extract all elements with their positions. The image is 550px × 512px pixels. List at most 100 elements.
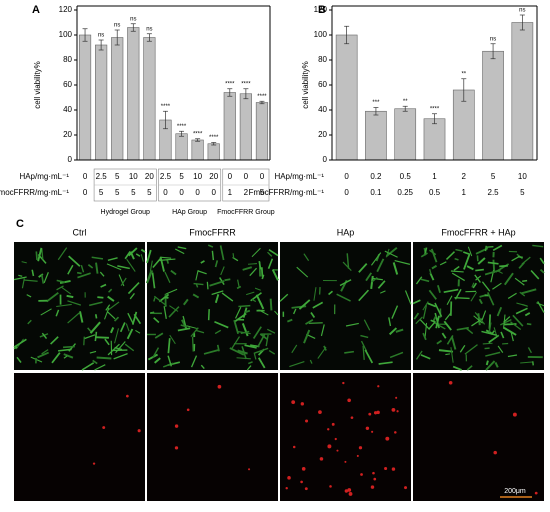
cell [308, 322, 323, 324]
dead-cell [186, 408, 190, 412]
dead-cell [348, 492, 353, 496]
cell [485, 360, 496, 371]
row-value: 0 [244, 172, 249, 181]
significance: ns [490, 36, 496, 42]
significance: ns [130, 16, 136, 22]
significance: **** [193, 131, 203, 137]
cell [536, 302, 545, 307]
cell [140, 254, 144, 262]
y-tick-label: 40 [63, 105, 72, 114]
cell [127, 247, 138, 257]
cell [241, 323, 249, 337]
dead-cell [304, 487, 308, 491]
cell [119, 322, 126, 333]
cell [434, 312, 440, 329]
cell [336, 293, 351, 302]
cell [50, 336, 59, 345]
cell [182, 298, 189, 306]
cell [484, 269, 501, 276]
cell [114, 346, 123, 351]
cell [238, 304, 251, 308]
row-value: 10 [129, 172, 138, 181]
cell [224, 278, 231, 282]
y-tick-label: 60 [318, 80, 327, 89]
cell [346, 253, 350, 269]
cell [180, 324, 187, 328]
cell [392, 262, 399, 275]
cell [287, 318, 293, 323]
cell [422, 301, 429, 311]
cell [510, 331, 514, 342]
cell [56, 303, 72, 308]
cell [56, 279, 66, 284]
dead-cell [248, 468, 251, 471]
dead-cell [291, 400, 296, 405]
cell [376, 258, 385, 273]
cell [503, 314, 506, 329]
bar [223, 92, 236, 161]
dead-cell [356, 454, 359, 457]
cell [328, 290, 334, 296]
cell [214, 260, 219, 268]
cell [152, 257, 162, 268]
row-value: 0 [211, 188, 216, 197]
cell [43, 271, 49, 284]
cell [146, 249, 152, 264]
cell [99, 271, 105, 277]
bar [175, 133, 188, 161]
dead-cell [327, 444, 332, 449]
cell [167, 338, 171, 354]
bar [394, 108, 417, 161]
cell [235, 306, 242, 319]
cell [251, 298, 257, 303]
cell [247, 263, 257, 265]
cell [104, 307, 110, 320]
cell [279, 293, 289, 302]
dead-cell [331, 422, 335, 426]
cell [193, 282, 204, 286]
cell [200, 260, 205, 264]
cell [503, 272, 514, 286]
cell [169, 334, 176, 345]
dead-cell [377, 385, 380, 388]
group-label: Hydrogel Group [101, 209, 151, 216]
cell [527, 347, 532, 354]
dead-cell [92, 462, 96, 465]
cell [133, 313, 142, 325]
cell [159, 256, 165, 272]
row-value: 1 [432, 172, 437, 181]
cell [450, 270, 464, 273]
dead-cell [344, 489, 349, 493]
cell [191, 336, 194, 352]
cell [484, 245, 487, 252]
y-tick-label: 120 [314, 5, 328, 14]
row-value: 1 [228, 188, 233, 197]
y-tick-label: 80 [63, 55, 72, 64]
dead-cell [300, 402, 304, 406]
cell [249, 267, 258, 277]
cell [436, 339, 443, 345]
significance: ns [146, 26, 152, 32]
cell [378, 361, 393, 365]
row-value: 0 [260, 172, 265, 181]
cell [360, 334, 369, 339]
row-value: 0.25 [397, 188, 413, 197]
cell [246, 291, 255, 296]
cell [242, 266, 253, 271]
significance: *** [372, 100, 380, 106]
cell [485, 351, 501, 357]
cell [164, 271, 171, 284]
scale-bar-label: 200μm [504, 488, 526, 495]
row-label: FmocFFRR/mg·mL⁻¹ [249, 188, 325, 197]
cell [312, 301, 324, 309]
row-value: 20 [145, 172, 154, 181]
cell [60, 286, 72, 295]
cell [388, 317, 392, 327]
cell [434, 302, 443, 318]
bar [482, 50, 504, 161]
dead-cell [137, 429, 141, 433]
cell [450, 347, 454, 363]
cell [127, 281, 140, 295]
cell [40, 308, 52, 316]
